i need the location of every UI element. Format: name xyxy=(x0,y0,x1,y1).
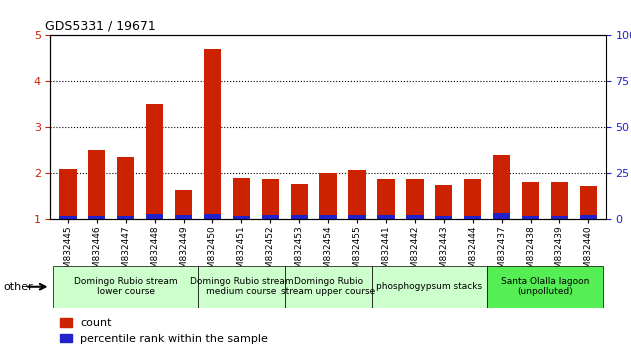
Bar xyxy=(204,214,221,219)
Bar xyxy=(175,190,192,219)
Bar xyxy=(522,182,540,219)
Bar xyxy=(262,179,279,219)
Bar xyxy=(435,216,452,219)
Bar xyxy=(377,179,394,219)
Bar xyxy=(406,215,423,219)
Text: Santa Olalla lagoon
(unpolluted): Santa Olalla lagoon (unpolluted) xyxy=(501,277,589,296)
Text: phosphogypsum stacks: phosphogypsum stacks xyxy=(376,282,483,291)
Bar xyxy=(580,215,597,219)
Text: Domingo Rubio stream
lower course: Domingo Rubio stream lower course xyxy=(74,277,177,296)
Bar xyxy=(348,170,366,219)
Bar xyxy=(88,216,105,219)
Bar xyxy=(551,216,568,219)
Bar xyxy=(117,157,134,219)
Bar xyxy=(290,215,308,219)
Bar xyxy=(406,179,423,219)
Bar xyxy=(493,213,510,219)
Bar xyxy=(146,214,163,219)
Bar xyxy=(580,186,597,219)
Text: other: other xyxy=(3,282,33,292)
Bar xyxy=(487,266,603,308)
Bar xyxy=(233,216,250,219)
Bar xyxy=(551,182,568,219)
Bar xyxy=(88,150,105,219)
Bar xyxy=(522,216,540,219)
Bar xyxy=(198,266,285,308)
Bar xyxy=(464,179,481,219)
Bar xyxy=(319,215,337,219)
Text: GDS5331 / 19671: GDS5331 / 19671 xyxy=(45,20,156,33)
Bar xyxy=(464,216,481,219)
Bar xyxy=(233,178,250,219)
Legend: count, percentile rank within the sample: count, percentile rank within the sample xyxy=(56,314,273,348)
Bar xyxy=(59,169,76,219)
Bar xyxy=(372,266,487,308)
Bar xyxy=(204,49,221,219)
Bar xyxy=(59,216,76,219)
Bar xyxy=(435,185,452,219)
Bar xyxy=(146,103,163,219)
Bar xyxy=(348,215,366,219)
Bar xyxy=(175,215,192,219)
Bar xyxy=(319,173,337,219)
Bar xyxy=(377,215,394,219)
Bar xyxy=(117,216,134,219)
Text: Domingo Rubio
stream upper course: Domingo Rubio stream upper course xyxy=(281,277,375,296)
Bar xyxy=(493,155,510,219)
Bar xyxy=(54,266,198,308)
Text: Domingo Rubio stream
medium course: Domingo Rubio stream medium course xyxy=(189,277,293,296)
Bar xyxy=(262,215,279,219)
Bar xyxy=(290,184,308,219)
Bar xyxy=(285,266,372,308)
